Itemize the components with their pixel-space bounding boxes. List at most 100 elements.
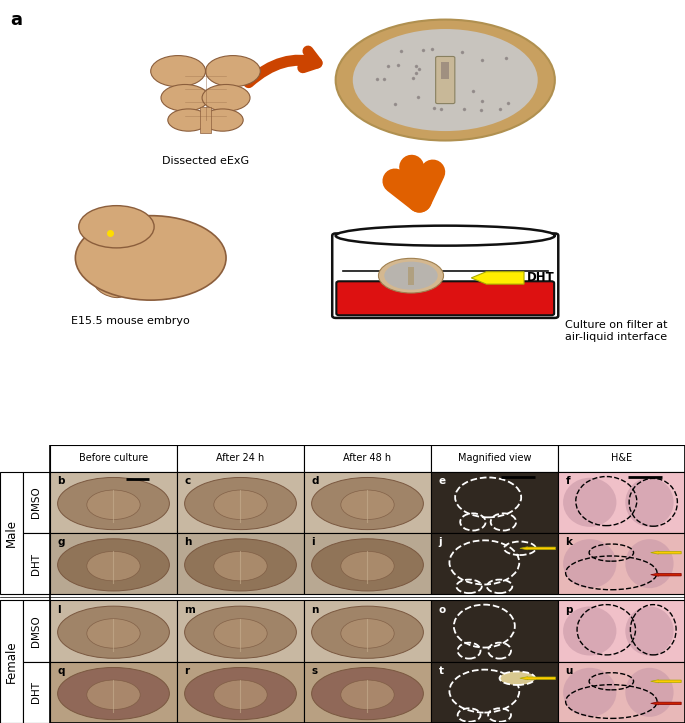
FancyArrow shape <box>651 551 681 554</box>
Text: r: r <box>185 666 190 676</box>
Text: m: m <box>185 604 195 615</box>
Ellipse shape <box>625 668 673 717</box>
Ellipse shape <box>336 20 555 140</box>
Bar <box>23 533 50 594</box>
Text: Male: Male <box>5 519 18 547</box>
Text: t: t <box>438 666 444 676</box>
Bar <box>558 533 685 594</box>
Ellipse shape <box>341 552 394 581</box>
Ellipse shape <box>312 539 423 591</box>
FancyArrow shape <box>471 272 524 284</box>
Ellipse shape <box>58 477 169 530</box>
Text: E15.5 mouse embryo: E15.5 mouse embryo <box>71 316 190 325</box>
Text: f: f <box>566 476 570 486</box>
Text: Female: Female <box>5 641 18 683</box>
Bar <box>304 445 431 471</box>
Ellipse shape <box>353 29 538 131</box>
FancyBboxPatch shape <box>436 56 455 103</box>
Ellipse shape <box>625 539 673 589</box>
Ellipse shape <box>185 477 297 530</box>
Ellipse shape <box>202 85 250 111</box>
Bar <box>558 471 685 533</box>
Ellipse shape <box>79 205 154 248</box>
Text: a: a <box>10 11 23 29</box>
Bar <box>558 445 685 471</box>
Text: p: p <box>566 604 573 615</box>
Ellipse shape <box>563 539 616 589</box>
Ellipse shape <box>161 85 209 111</box>
Ellipse shape <box>499 672 535 685</box>
Text: H&E: H&E <box>611 453 632 463</box>
Ellipse shape <box>95 281 124 298</box>
Text: Dissected eExG: Dissected eExG <box>162 155 249 166</box>
Text: l: l <box>58 604 61 615</box>
Bar <box>50 445 177 471</box>
Text: q: q <box>58 666 65 676</box>
Bar <box>50 471 177 533</box>
Ellipse shape <box>214 680 267 709</box>
Bar <box>431 662 558 723</box>
Ellipse shape <box>202 109 243 131</box>
FancyArrowPatch shape <box>249 51 317 82</box>
Bar <box>177 471 304 533</box>
FancyArrowPatch shape <box>395 167 433 200</box>
Text: i: i <box>312 537 315 547</box>
Text: Culture on filter at
air-liquid interface: Culture on filter at air-liquid interfac… <box>565 320 668 342</box>
Text: DHT: DHT <box>527 271 555 284</box>
Text: e: e <box>438 476 446 486</box>
Text: Before culture: Before culture <box>79 453 148 463</box>
FancyArrow shape <box>651 573 681 576</box>
Bar <box>441 62 449 79</box>
Text: Magnified view: Magnified view <box>458 453 532 463</box>
Ellipse shape <box>312 477 423 530</box>
Ellipse shape <box>625 478 673 527</box>
Text: g: g <box>58 537 65 547</box>
Text: DHT: DHT <box>32 681 42 703</box>
Text: j: j <box>438 537 443 547</box>
Ellipse shape <box>206 56 260 87</box>
Ellipse shape <box>58 606 169 658</box>
Bar <box>431 533 558 594</box>
Text: s: s <box>312 666 318 676</box>
Ellipse shape <box>87 552 140 581</box>
Ellipse shape <box>378 258 444 293</box>
Ellipse shape <box>625 607 673 656</box>
Text: k: k <box>566 537 573 547</box>
Bar <box>0 471 23 594</box>
Ellipse shape <box>185 539 297 591</box>
Text: n: n <box>312 604 319 615</box>
Bar <box>408 267 414 285</box>
Text: DHT: DHT <box>32 552 42 575</box>
Bar <box>558 662 685 723</box>
Ellipse shape <box>312 606 423 658</box>
FancyBboxPatch shape <box>332 234 558 318</box>
Ellipse shape <box>58 539 169 591</box>
Bar <box>431 471 558 533</box>
Bar <box>50 600 177 662</box>
Ellipse shape <box>185 667 297 719</box>
Ellipse shape <box>168 109 209 131</box>
Bar <box>177 445 304 471</box>
Bar <box>304 600 431 662</box>
Bar <box>304 662 431 723</box>
Ellipse shape <box>563 478 616 527</box>
FancyArrow shape <box>651 702 681 705</box>
Bar <box>23 471 50 533</box>
Ellipse shape <box>87 619 140 648</box>
Text: After 24 h: After 24 h <box>216 453 264 463</box>
Ellipse shape <box>341 619 394 648</box>
Text: DMSO: DMSO <box>32 615 42 647</box>
Ellipse shape <box>58 667 169 719</box>
Ellipse shape <box>151 56 205 87</box>
Ellipse shape <box>87 680 140 709</box>
FancyArrow shape <box>651 680 681 683</box>
Ellipse shape <box>341 490 394 520</box>
Text: d: d <box>312 476 319 486</box>
Text: u: u <box>566 666 573 676</box>
Ellipse shape <box>155 280 187 298</box>
Bar <box>177 533 304 594</box>
Bar <box>50 533 177 594</box>
Text: b: b <box>58 476 65 486</box>
Bar <box>50 662 177 723</box>
Bar <box>23 600 50 662</box>
